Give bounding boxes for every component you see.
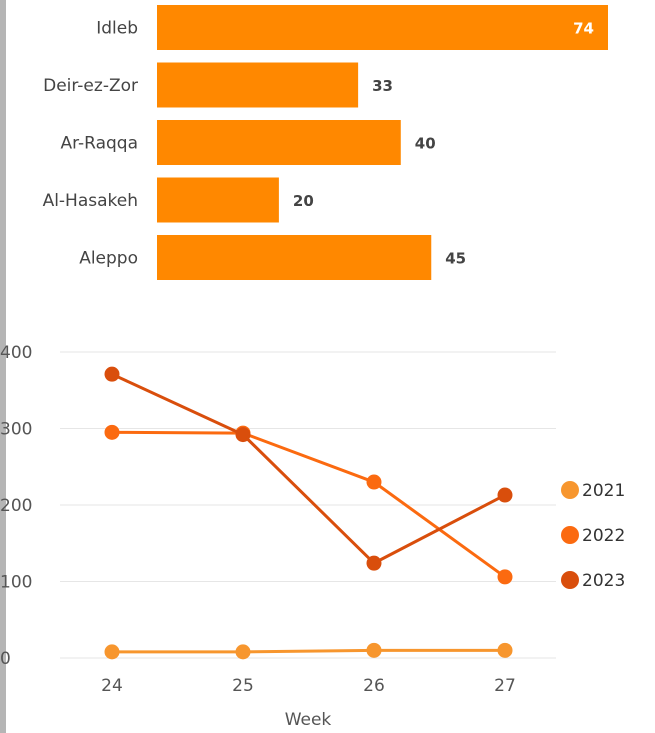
- y-tick-label: 100: [0, 573, 32, 593]
- y-tick-label: 200: [0, 496, 32, 516]
- legend-label: 2023: [582, 571, 625, 591]
- x-tick-label: 25: [232, 676, 254, 696]
- bar-value-label: 33: [372, 77, 393, 95]
- left-edge-rule: [0, 0, 6, 733]
- legend-marker: [561, 526, 579, 544]
- data-point-2023: [497, 487, 513, 503]
- x-tick-label: 26: [363, 676, 385, 696]
- bar: [157, 120, 401, 165]
- legend-label: 2021: [582, 481, 625, 501]
- bar-category-label: Al-Hasakeh: [43, 191, 138, 211]
- legend-marker: [561, 481, 579, 499]
- x-tick-label: 24: [101, 676, 123, 696]
- data-point-2021: [366, 642, 382, 658]
- bar-category-label: Ar-Raqqa: [60, 134, 138, 154]
- data-point-2021: [235, 644, 251, 660]
- y-tick-label: 300: [0, 420, 32, 440]
- bar: [157, 235, 432, 280]
- x-axis-title: Week: [285, 710, 332, 730]
- data-point-2023: [104, 366, 120, 382]
- bar-category-label: Aleppo: [79, 249, 138, 269]
- x-tick-label: 27: [494, 676, 516, 696]
- bar: [157, 177, 279, 223]
- bar-category-label: Idleb: [96, 19, 138, 39]
- data-point-2021: [497, 642, 513, 658]
- bar: [157, 62, 359, 108]
- series-line-2021: [112, 648, 505, 654]
- bar: [157, 5, 608, 50]
- data-point-2022: [366, 474, 382, 490]
- data-point-2022: [497, 569, 513, 585]
- data-point-2023: [366, 555, 382, 571]
- series-line-2023: [111, 372, 506, 565]
- bar-value-label: 45: [445, 250, 466, 268]
- data-point-2023: [235, 427, 251, 443]
- bar-chart: Idleb 74 Deir-ez-Zor 33 Ar-Raqqa 40 Al-Hasakeh…: [43, 5, 608, 280]
- bar-category-label: Deir-ez-Zor: [43, 76, 138, 96]
- data-point-2022: [104, 424, 120, 440]
- legend-marker: [561, 571, 579, 589]
- y-tick-label: 400: [0, 343, 32, 363]
- legend-label: 2022: [582, 526, 625, 546]
- data-point-2021: [104, 644, 120, 660]
- bar-value-label: 20: [293, 192, 314, 210]
- y-tick-label: 0: [0, 649, 11, 669]
- line-chart: 0 100 200 300 400 24 25 26 27 Week 2021 2022 2023: [0, 343, 625, 730]
- bar-value-label: 40: [415, 135, 436, 153]
- bar-value-label: 74: [573, 20, 594, 38]
